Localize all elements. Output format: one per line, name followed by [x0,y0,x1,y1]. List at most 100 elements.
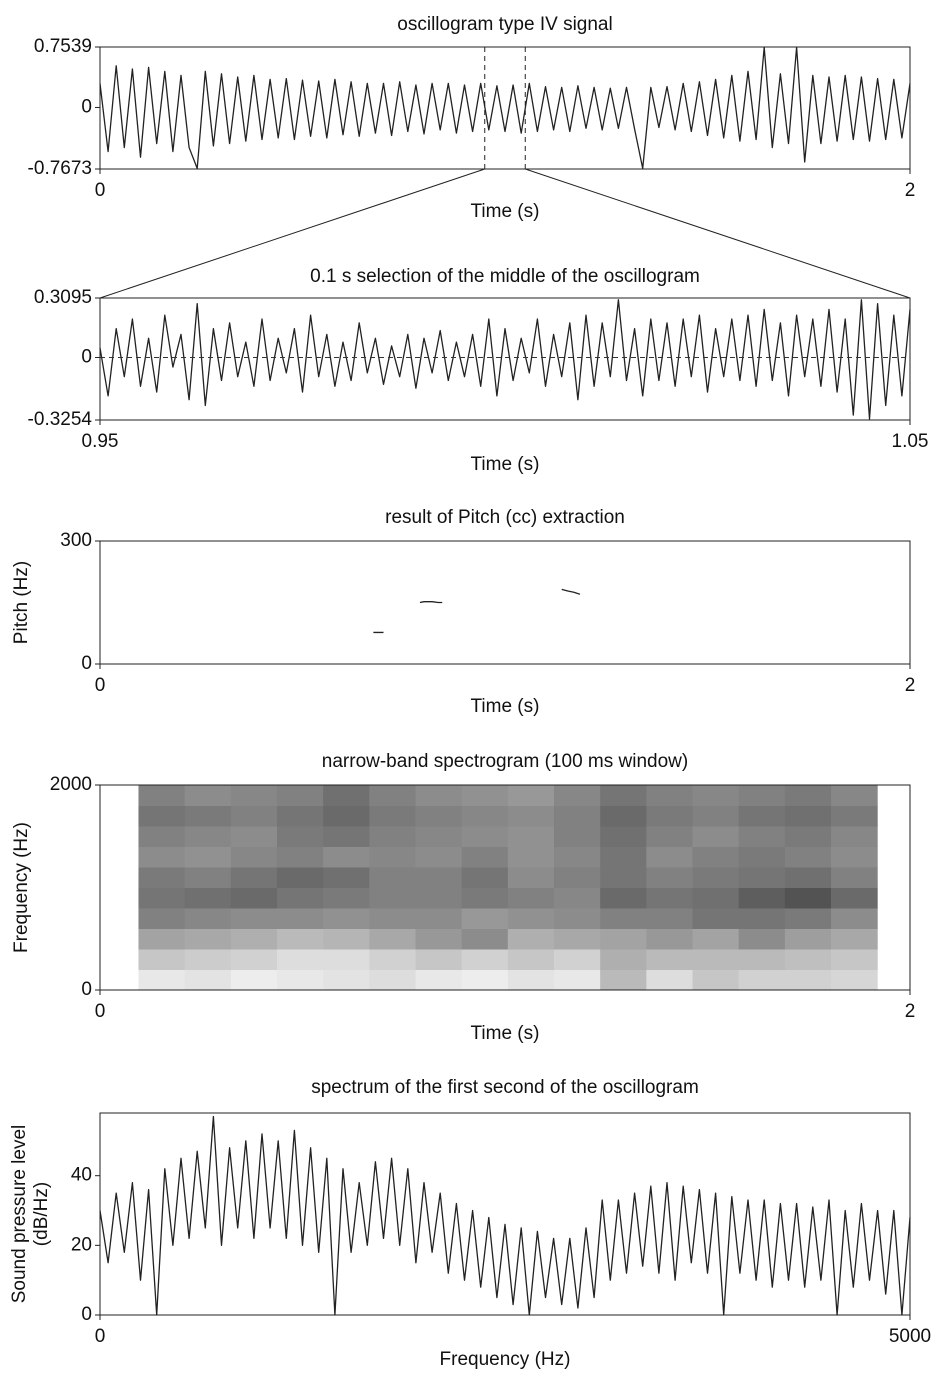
spectrogram-cell [646,785,694,806]
spectrogram-cell [276,887,324,909]
spectrogram-cell [230,908,278,929]
spectrogram-cell [184,908,232,929]
signal-line [99,299,911,420]
spectrogram-cell [738,928,786,950]
spectrogram-cell [230,867,278,888]
spectrogram-cell [554,867,601,888]
spectrogram-cell [323,826,370,847]
spectrogram-cell [184,805,232,827]
spectrogram-cell [415,785,463,806]
spectrogram-cell [692,785,740,806]
spectrogram-cell [507,928,555,950]
spectrogram-cell [738,908,786,929]
spectrogram-cell [138,867,186,888]
spectrogram-cell [646,805,694,827]
spectrogram-cell [184,928,232,950]
y-tick-label: 0 [81,96,92,117]
spectrogram-cell [784,805,832,827]
x-tick-label: 5000 [889,1326,931,1347]
spectrogram-cell [276,867,324,888]
spectrogram-cell [461,887,509,909]
spectrogram-cell [507,785,555,806]
spectrogram-cell [369,887,416,909]
plot-frame [99,46,911,170]
spectrogram-cell [554,908,601,929]
spectrogram-cell [369,908,416,929]
spectrogram-cell [138,846,186,868]
spectrogram-cell [276,846,324,868]
spectrogram-cell [738,867,786,888]
spectrogram-cell [692,908,740,929]
spectrogram-cell [507,805,555,827]
spectrogram-cell [784,826,832,847]
spectrogram-cell [784,949,832,970]
spectrogram-cell [554,785,601,806]
spectrogram-cell [600,867,647,888]
spectrogram-cell [600,785,647,806]
spectrogram-cell [461,826,509,847]
y-axis-label: (dB/Hz) [31,1182,52,1246]
spectrogram-cell [600,928,647,950]
spectrogram-cell [184,867,232,888]
x-tick-label: 2 [905,180,916,201]
spectrogram-cell [276,785,324,806]
spectrogram-cell [276,805,324,827]
spectrogram-cell [323,846,370,868]
spectrogram-cell [554,887,601,909]
spectrogram-cell [323,949,370,970]
spectrogram-cell [554,826,601,847]
spectrogram-cell [138,805,186,827]
spectrogram-cell [784,969,832,991]
spectrogram-cell [692,826,740,847]
spectrogram-cell [831,887,878,909]
spectrogram-cell [692,887,740,909]
spectrogram-cell [415,949,463,970]
spectrogram-cell [646,949,694,970]
spectrogram-cell [461,949,509,970]
spectrogram-cell [230,928,278,950]
spectrogram-cell [415,908,463,929]
zoom-connector [99,168,485,299]
spectrogram-cell [138,887,186,909]
spectrogram-cell [323,785,370,806]
y-tick-label: 20 [71,1234,92,1255]
spectrogram-cell [369,785,416,806]
spectrogram-cell [184,826,232,847]
chart-title: spectrum of the first second of the osci… [311,1077,699,1098]
spectrogram-cell [415,805,463,827]
spectrogram-cell [507,846,555,868]
spectrogram-cell [738,949,786,970]
spectrogram-cell [646,887,694,909]
spectrogram-cell [184,949,232,970]
x-axis-label: Time (s) [471,201,540,222]
spectrogram-cell [831,867,878,888]
spectrogram-cell [323,805,370,827]
spectrogram-cell [415,846,463,868]
spectrogram-cell [461,846,509,868]
y-tick-label: 0 [81,653,92,674]
x-axis-label: Time (s) [471,696,540,717]
spectrogram-cell [369,969,416,991]
spectrogram-cell [692,928,740,950]
spectrogram-cell [415,867,463,888]
chart-title: narrow-band spectrogram (100 ms window) [322,751,688,772]
x-axis-label: Time (s) [471,1023,540,1044]
spectrogram-cell [276,969,324,991]
spectrogram-cell [138,908,186,929]
spectrogram-cell [738,826,786,847]
signal-line [373,588,581,634]
spectrogram-cell [415,928,463,950]
spectrogram-cell [554,805,601,827]
spectrogram-cell [507,826,555,847]
plot-frame [99,540,911,665]
x-tick-label: 0.95 [82,431,119,452]
x-tick-label: 0 [95,675,106,696]
spectrogram-cell [230,826,278,847]
spectrogram-cell [738,846,786,868]
spectrogram-cell [461,908,509,929]
spectrogram-cell [369,846,416,868]
spectrogram-cell [507,908,555,929]
spectrogram-cell [507,949,555,970]
x-tick-label: 2 [905,1001,916,1022]
